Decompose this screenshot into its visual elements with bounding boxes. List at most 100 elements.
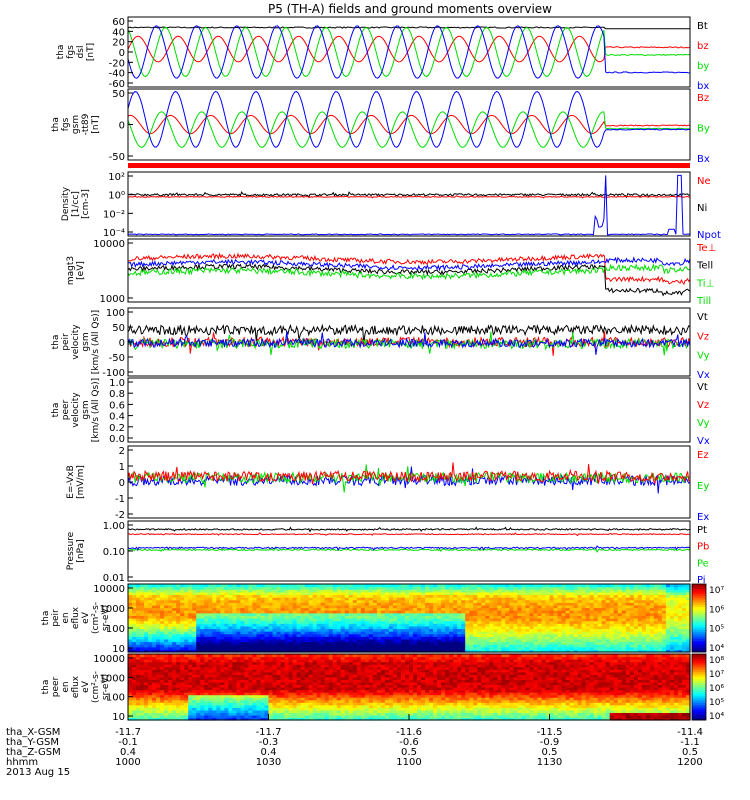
spectrogram-cell	[152, 610, 157, 614]
spectrogram-cell	[164, 681, 169, 686]
spectrogram-cell	[481, 641, 486, 645]
spectrogram-cell	[136, 615, 141, 619]
spectrogram-cell	[529, 644, 535, 648]
spectrogram-cell	[485, 599, 490, 603]
spectrogram-cell	[445, 597, 450, 601]
spectrogram-cell	[172, 625, 177, 630]
spectrogram-cell	[248, 636, 254, 640]
spectrogram-cell	[368, 620, 374, 624]
spectrogram-cell	[425, 612, 430, 616]
series-line-Vt	[127, 323, 691, 345]
spectrogram-cell	[501, 628, 506, 632]
spectrogram-cell	[417, 641, 422, 645]
spectrogram-cell	[581, 612, 587, 616]
spectrogram-cell	[184, 674, 189, 678]
spectrogram-cell	[168, 597, 173, 601]
spectrogram-cell	[433, 591, 438, 596]
spectrogram-cell	[140, 697, 145, 701]
spectrogram-cell	[216, 586, 221, 590]
spectrogram-cell	[465, 623, 470, 627]
spectrogram-cell	[320, 628, 326, 632]
spectrogram-cell	[657, 584, 663, 588]
series-line-Pi	[127, 545, 691, 552]
spectrogram-cell	[144, 618, 149, 622]
spectrogram-cell	[220, 641, 225, 645]
spectrogram-cell	[172, 641, 177, 645]
spectrogram-cell	[549, 618, 555, 622]
spectrogram-cell	[144, 615, 149, 619]
spectrogram-cell	[677, 586, 683, 590]
spectrogram-cell	[469, 649, 474, 653]
spectrogram-cell	[461, 584, 466, 588]
spectrogram-cell	[164, 671, 169, 675]
spectrogram-cell	[236, 586, 241, 590]
spectrogram-cell	[132, 589, 137, 593]
spectrogram-cell	[148, 712, 153, 716]
spectrogram-cell	[180, 644, 185, 648]
spectrogram-cell	[144, 610, 149, 614]
spectrogram-cell	[517, 620, 522, 624]
spectrogram-cell	[328, 636, 334, 640]
spectrogram-cell	[256, 714, 262, 719]
spectrogram-cell	[196, 636, 201, 640]
spectrogram-cell	[304, 638, 310, 643]
spectrogram-cell	[192, 589, 197, 593]
spectrogram-cell	[128, 638, 133, 643]
spectrogram-cell	[453, 615, 458, 619]
spectrogram-cell	[497, 610, 502, 614]
spectrogram-cell	[236, 623, 241, 627]
spectrogram-cell	[340, 612, 346, 616]
spectrogram-cell	[376, 620, 382, 624]
spectrogram-cell	[228, 636, 233, 640]
spectrogram-cell	[308, 612, 314, 616]
spectrogram-cell	[677, 589, 683, 593]
spectrogram-cell	[264, 636, 270, 640]
spectrogram-cell	[541, 591, 547, 596]
spectrogram-cell	[216, 584, 221, 588]
spectrogram-cell	[164, 692, 169, 696]
spectrogram-cell	[360, 641, 366, 645]
spectrogram-cell	[400, 604, 406, 609]
spectrogram-cell	[136, 597, 141, 601]
spectrogram-cell	[296, 684, 302, 688]
spectrogram-cell	[425, 610, 430, 614]
spectrogram-cell	[132, 597, 137, 601]
spectrogram-cell	[136, 659, 141, 663]
spectrogram-cell	[529, 638, 535, 643]
spectrogram-cell	[613, 612, 619, 616]
spectrogram-cell	[148, 584, 153, 588]
spectrogram-cell	[557, 612, 563, 616]
spectrogram-cell	[376, 602, 382, 606]
spectrogram-cell	[152, 692, 157, 696]
spectrogram-cell	[617, 589, 623, 593]
spectrogram-cell	[204, 702, 209, 706]
spectrogram-cell	[244, 610, 250, 614]
spectrogram-cell	[188, 610, 193, 614]
spectrogram-cell	[268, 674, 274, 678]
spectrogram-cell	[264, 654, 270, 658]
spectrogram-cell	[140, 666, 145, 670]
spectrogram-cell	[461, 607, 466, 611]
spectrogram-cell	[188, 671, 193, 675]
spectrogram-cell	[657, 638, 663, 643]
spectrogram-cell	[400, 638, 406, 643]
spectrogram-cell	[220, 694, 225, 698]
spectrogram-cell	[300, 702, 306, 706]
spectrogram-cell	[316, 633, 322, 637]
spectrogram-cell	[360, 618, 366, 622]
spectrogram-cell	[228, 594, 233, 598]
spectrogram-cell	[613, 633, 619, 637]
spectrogram-cell	[288, 659, 294, 663]
spectrogram-cell	[409, 607, 414, 611]
spectrogram-cell	[577, 628, 583, 632]
spectrogram-cell	[400, 631, 406, 635]
spectrogram-cell	[328, 607, 334, 611]
spectrogram-cell	[376, 589, 382, 593]
spectrogram-cell	[669, 584, 675, 588]
spectrogram-cell	[653, 633, 659, 637]
spectrogram-cell	[268, 625, 274, 630]
spectrogram-cell	[473, 649, 478, 653]
spectrogram-cell	[685, 641, 691, 645]
spectrogram-cell	[212, 692, 217, 696]
spectrogram-cell	[216, 661, 221, 665]
